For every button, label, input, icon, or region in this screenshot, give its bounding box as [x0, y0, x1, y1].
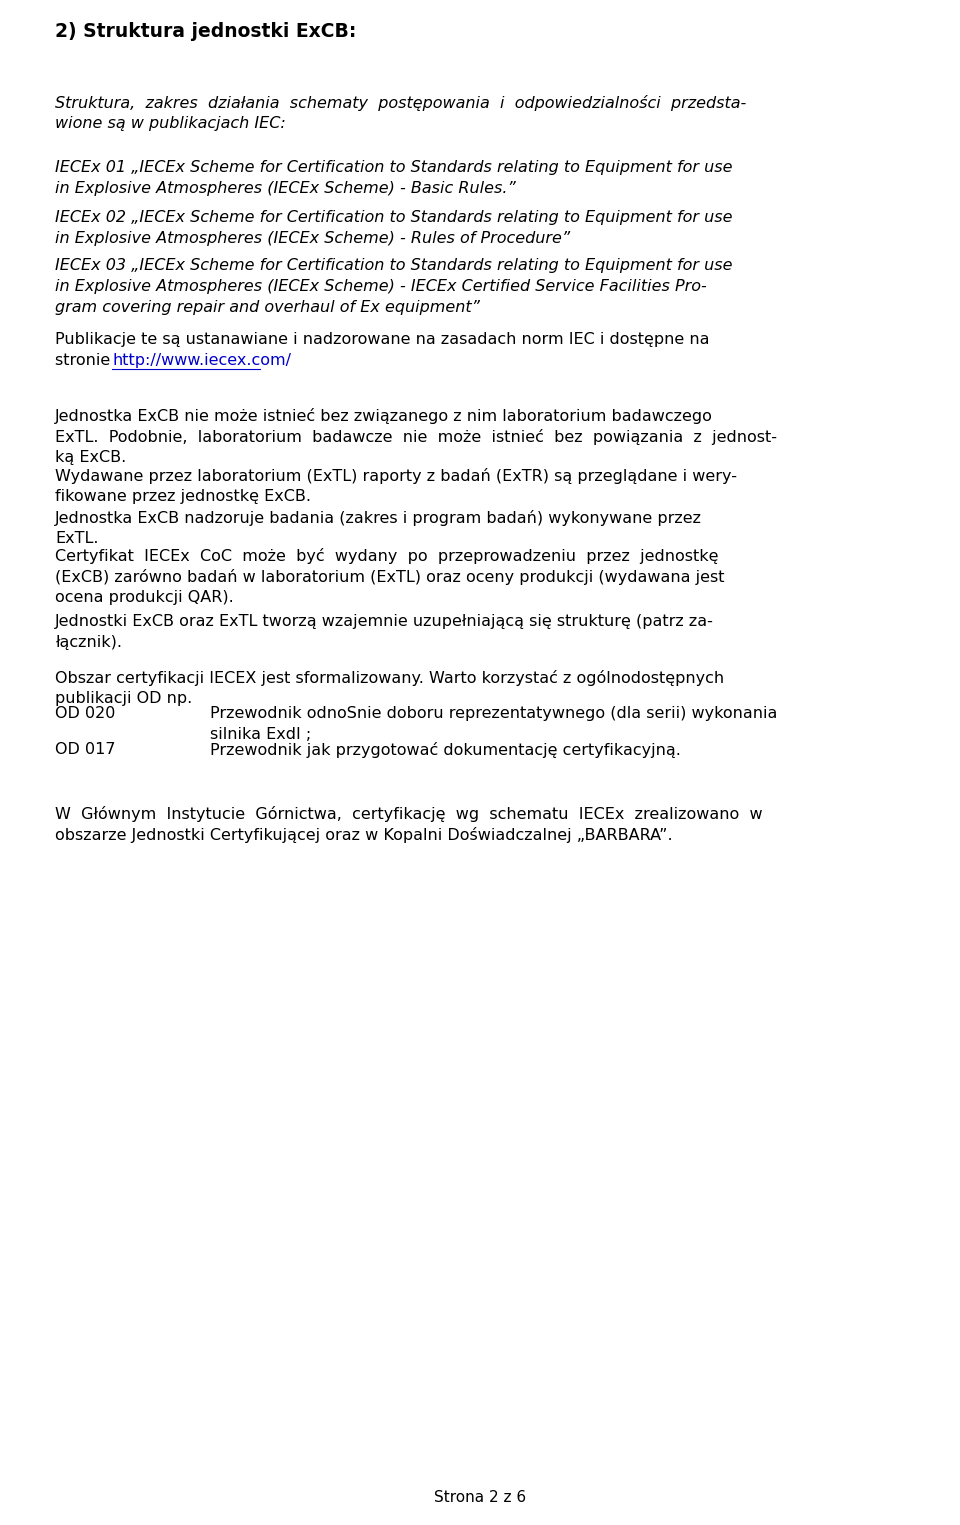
Text: http://www.iecex.com/: http://www.iecex.com/	[112, 352, 291, 368]
Text: stronie: stronie	[55, 352, 115, 368]
Text: ExTL.: ExTL.	[55, 531, 99, 546]
Text: Jednostki ExCB oraz ExTL tworzą wzajemnie uzupełniającą się strukturę (patrz za-: Jednostki ExCB oraz ExTL tworzą wzajemni…	[55, 615, 714, 628]
Text: Jednostka ExCB nie może istnieć bez związanego z nim laboratorium badawczego: Jednostka ExCB nie może istnieć bez zwią…	[55, 409, 713, 424]
Text: in Explosive Atmospheres (IECEx Scheme) - Rules of Procedure”: in Explosive Atmospheres (IECEx Scheme) …	[55, 230, 570, 246]
Text: ocena produkcji QAR).: ocena produkcji QAR).	[55, 590, 233, 605]
Text: IECEx 01 „IECEx Scheme for Certification to Standards relating to Equipment for : IECEx 01 „IECEx Scheme for Certification…	[55, 160, 732, 175]
Text: wione są w publikacjach IEC:: wione są w publikacjach IEC:	[55, 116, 286, 131]
Text: W  Głównym  Instytucie  Górnictwa,  certyfikację  wg  schematu  IECEx  zrealizow: W Głównym Instytucie Górnictwa, certyfik…	[55, 807, 762, 822]
Text: Certyfikat  IECEx  CoC  może  być  wydany  po  przeprowadzeniu  przez  jednostkę: Certyfikat IECEx CoC może być wydany po …	[55, 547, 718, 564]
Text: Publikacje te są ustanawiane i nadzorowane na zasadach norm IEC i dostępne na: Publikacje te są ustanawiane i nadzorowa…	[55, 332, 709, 348]
Text: (ExCB) zarówno badań w laboratorium (ExTL) oraz oceny produkcji (wydawana jest: (ExCB) zarówno badań w laboratorium (ExT…	[55, 569, 725, 586]
Text: IECEx 03 „IECEx Scheme for Certification to Standards relating to Equipment for : IECEx 03 „IECEx Scheme for Certification…	[55, 258, 732, 273]
Text: Struktura,  zakres  działania  schematy  postępowania  i  odpowiedzialności  prz: Struktura, zakres działania schematy pos…	[55, 95, 746, 111]
Text: Strona 2 z 6: Strona 2 z 6	[434, 1490, 526, 1505]
Text: fikowane przez jednostkę ExCB.: fikowane przez jednostkę ExCB.	[55, 490, 311, 503]
Text: in Explosive Atmospheres (IECEx Scheme) - Basic Rules.”: in Explosive Atmospheres (IECEx Scheme) …	[55, 181, 516, 197]
Text: obszarze Jednostki Certyfikującej oraz w Kopalni Doświadczalnej „BARBARA”.: obszarze Jednostki Certyfikującej oraz w…	[55, 827, 673, 843]
Text: Przewodnik odnoSnie doboru reprezentatywnego (dla serii) wykonania: Przewodnik odnoSnie doboru reprezentatyw…	[210, 706, 778, 721]
Text: OD 020: OD 020	[55, 706, 115, 721]
Text: OD 017: OD 017	[55, 743, 115, 756]
Text: Obszar certyfikacji IECEX jest sformalizowany. Warto korzystać z ogólnodostępnyc: Obszar certyfikacji IECEX jest sformaliz…	[55, 669, 724, 686]
Text: Wydawane przez laboratorium (ExTL) raporty z badań (ExTR) są przeglądane i wery-: Wydawane przez laboratorium (ExTL) rapor…	[55, 468, 737, 483]
Text: gram covering repair and overhaul of Ex equipment”: gram covering repair and overhaul of Ex …	[55, 300, 480, 316]
Text: 2) Struktura jednostki ExCB:: 2) Struktura jednostki ExCB:	[55, 21, 356, 41]
Text: ką ExCB.: ką ExCB.	[55, 450, 127, 465]
Text: publikacji OD np.: publikacji OD np.	[55, 691, 192, 706]
Text: Przewodnik jak przygotować dokumentację certyfikacyjną.: Przewodnik jak przygotować dokumentację …	[210, 743, 681, 758]
Text: łącznik).: łącznik).	[55, 634, 122, 650]
Text: IECEx 02 „IECEx Scheme for Certification to Standards relating to Equipment for : IECEx 02 „IECEx Scheme for Certification…	[55, 210, 732, 226]
Text: ExTL.  Podobnie,  laboratorium  badawcze  nie  może  istnieć  bez  powiązania  z: ExTL. Podobnie, laboratorium badawcze ni…	[55, 429, 777, 445]
Text: in Explosive Atmospheres (IECEx Scheme) - IECEx Certified Service Facilities Pro: in Explosive Atmospheres (IECEx Scheme) …	[55, 279, 707, 294]
Text: Jednostka ExCB nadzoruje badania (zakres i program badań) wykonywane przez: Jednostka ExCB nadzoruje badania (zakres…	[55, 509, 702, 526]
Text: silnika ExdI ;: silnika ExdI ;	[210, 727, 311, 743]
